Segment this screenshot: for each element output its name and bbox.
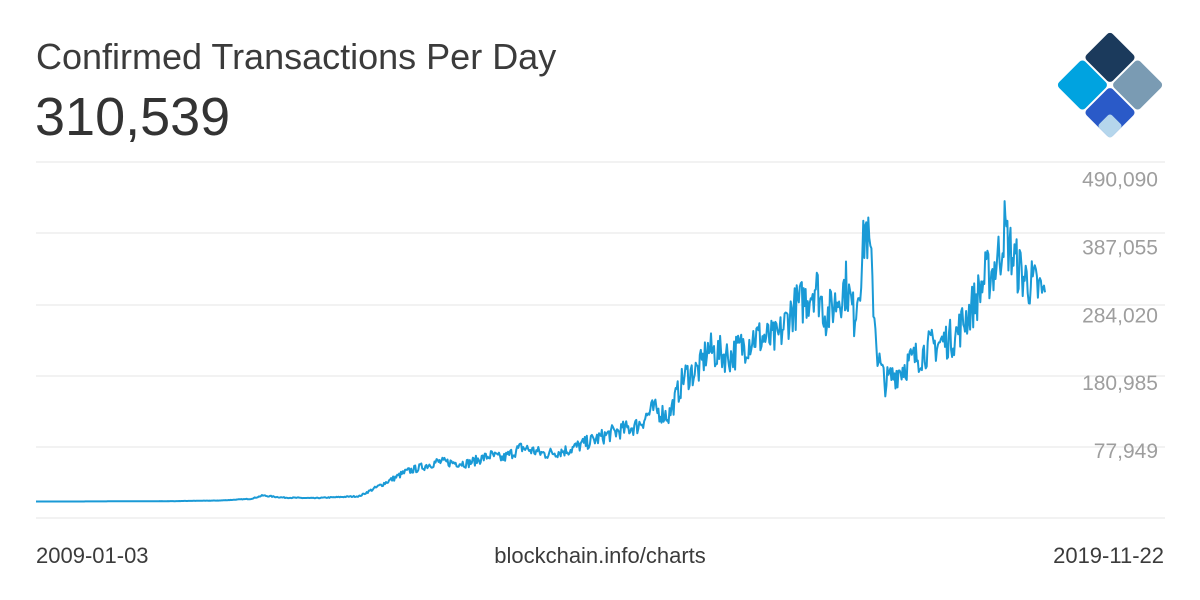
logo-square-accent — [1098, 114, 1122, 138]
logo-square-bottom — [1085, 88, 1135, 138]
y-tick-label: 284,020 — [1082, 304, 1158, 327]
y-tick-label: 387,055 — [1082, 236, 1158, 259]
start-date-label: 2009-01-03 — [36, 543, 149, 568]
source-label: blockchain.info/charts — [494, 543, 706, 568]
chart-title: Confirmed Transactions Per Day — [36, 36, 557, 77]
headline-value: 310,539 — [35, 87, 231, 147]
blockchain-logo-icon — [1057, 32, 1163, 138]
y-tick-labels: 77,949 180,985 284,020 387,055 490,090 — [1082, 168, 1158, 463]
end-date-label: 2019-11-22 — [1053, 543, 1164, 568]
logo-square-top — [1085, 32, 1135, 82]
y-tick-label: 490,090 — [1082, 168, 1158, 191]
logo-square-right — [1113, 60, 1163, 110]
logo-square-left — [1057, 60, 1107, 110]
y-tick-label: 77,949 — [1094, 440, 1158, 463]
series-line — [35, 200, 1046, 503]
y-tick-label: 180,985 — [1082, 372, 1158, 395]
grid-lines — [36, 161, 1165, 519]
